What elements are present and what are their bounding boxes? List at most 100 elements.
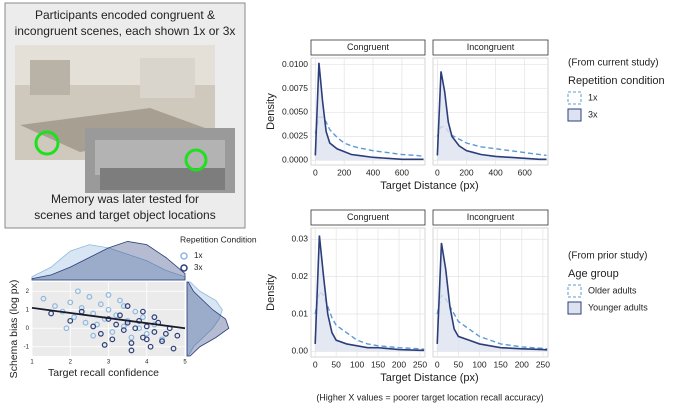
x-tick-label: 0	[435, 167, 440, 177]
facet-strip	[310, 209, 426, 226]
x-tick-label: 200	[515, 359, 529, 369]
y-tick-label: 0.0100	[282, 59, 308, 69]
legend-key	[567, 284, 582, 298]
legend-label: 3x	[194, 263, 202, 272]
scatter-point	[140, 314, 146, 321]
x-tick-label: 250	[413, 359, 427, 369]
scatter-point	[124, 303, 131, 309]
scatter-point	[67, 299, 74, 306]
x-axis-title: Target recall confidence	[48, 367, 159, 379]
scatter-point	[159, 338, 165, 345]
x-tick-label: 400	[489, 167, 503, 177]
scatter-point	[78, 305, 85, 311]
scatter-point	[105, 292, 112, 298]
scatter-point	[128, 347, 135, 354]
scatter-point	[132, 308, 139, 315]
y-tick-label: 0.00	[291, 346, 308, 356]
scatter-point	[120, 323, 127, 330]
scatter-point	[67, 317, 74, 324]
density-area	[437, 242, 548, 352]
scatter-point	[82, 319, 89, 326]
scatter-point	[113, 321, 120, 328]
x-tick-label: 3	[107, 360, 111, 366]
scatter-point	[101, 342, 108, 348]
scatter-point	[74, 288, 81, 295]
legend-note: (From current study)	[568, 58, 659, 69]
scatter-point	[109, 329, 116, 335]
scatter-point	[174, 332, 181, 339]
density-area	[437, 71, 547, 161]
legend-title: Repetition condition	[568, 75, 665, 87]
x-tick-label: 1	[30, 360, 34, 366]
x-tick-label: 0	[313, 167, 318, 177]
scatter-point	[105, 306, 112, 313]
x-tick-label: 50	[454, 359, 464, 369]
scatter-point	[120, 303, 127, 309]
scatter-point	[147, 343, 154, 350]
facet-label: Congruent	[347, 212, 390, 222]
panel-text: scenes and target object locations	[34, 208, 215, 222]
x-tick-label: 50	[331, 359, 341, 369]
density-area	[315, 235, 425, 352]
x-tick-label: 150	[494, 359, 508, 369]
legend-key	[567, 108, 582, 122]
y-tick-label: 0.0075	[282, 83, 308, 93]
legend-note: (From prior study)	[568, 251, 647, 262]
scatter-point	[117, 297, 123, 304]
scatter-point	[143, 323, 150, 330]
facet-label: Incongruent	[467, 42, 515, 52]
scatter-point	[97, 301, 104, 308]
y-axis-title: Schema bias (log px)	[8, 280, 20, 379]
x-tick-label: 100	[472, 359, 486, 369]
density-line	[314, 116, 424, 158]
x-tick-label: 200	[337, 167, 351, 177]
facet-strip	[432, 209, 549, 226]
scatter-point	[113, 312, 120, 319]
y-tick-label: 0.03	[291, 233, 308, 243]
legend-label: Older adults	[588, 285, 637, 295]
x-tick-label: 150	[371, 359, 385, 369]
y-tick-label: 0.0000	[282, 154, 308, 164]
facet-strip	[432, 39, 549, 56]
legend-label: 3x	[588, 109, 598, 119]
x-axis-title: Target Distance (px)	[380, 180, 478, 192]
x-tick-label: 0	[435, 359, 440, 369]
scatter-point	[159, 336, 165, 343]
density-line	[314, 235, 425, 352]
x-tick-label: 600	[395, 167, 409, 177]
footnote: (Higher X values = poorer target locatio…	[316, 392, 543, 402]
legend-key	[180, 264, 188, 272]
legend-title: Age group	[568, 268, 619, 280]
facet-label: Congruent	[347, 42, 390, 52]
scatter-point	[170, 345, 177, 352]
marginal-density	[186, 281, 230, 357]
scatter-point	[52, 303, 58, 309]
x-tick-label: 2	[69, 360, 73, 366]
marginal-density	[31, 241, 186, 281]
y-axis-title: Density	[265, 93, 277, 130]
scene-photo	[15, 45, 235, 193]
scatter-point	[136, 317, 143, 324]
trend-line	[31, 307, 186, 330]
scatter-point	[151, 329, 158, 335]
y-tick-label: -1	[24, 344, 30, 350]
density-area	[315, 62, 424, 161]
x-tick-label: 400	[366, 167, 380, 177]
scatter-point	[90, 332, 97, 339]
legend-label: 1x	[194, 251, 202, 260]
scatter-point	[132, 325, 139, 332]
panel-text: Participants encoded congruent &	[35, 8, 215, 22]
panel-text: incongruent scenes, each shown 1x or 3x	[15, 24, 236, 38]
scatter-point	[136, 325, 143, 332]
y-tick-label: 0.0050	[282, 107, 308, 117]
y-tick-label: 2	[26, 289, 30, 295]
scatter-point	[143, 336, 150, 343]
y-tick-label: 1	[26, 307, 30, 313]
facet-strip	[310, 39, 426, 56]
y-tick-label: 0.0025	[282, 131, 308, 141]
x-tick-label: 5	[183, 360, 187, 366]
scatter-point	[90, 323, 97, 330]
x-axis-title: Target Distance (px)	[380, 372, 478, 384]
density-line	[436, 126, 547, 157]
